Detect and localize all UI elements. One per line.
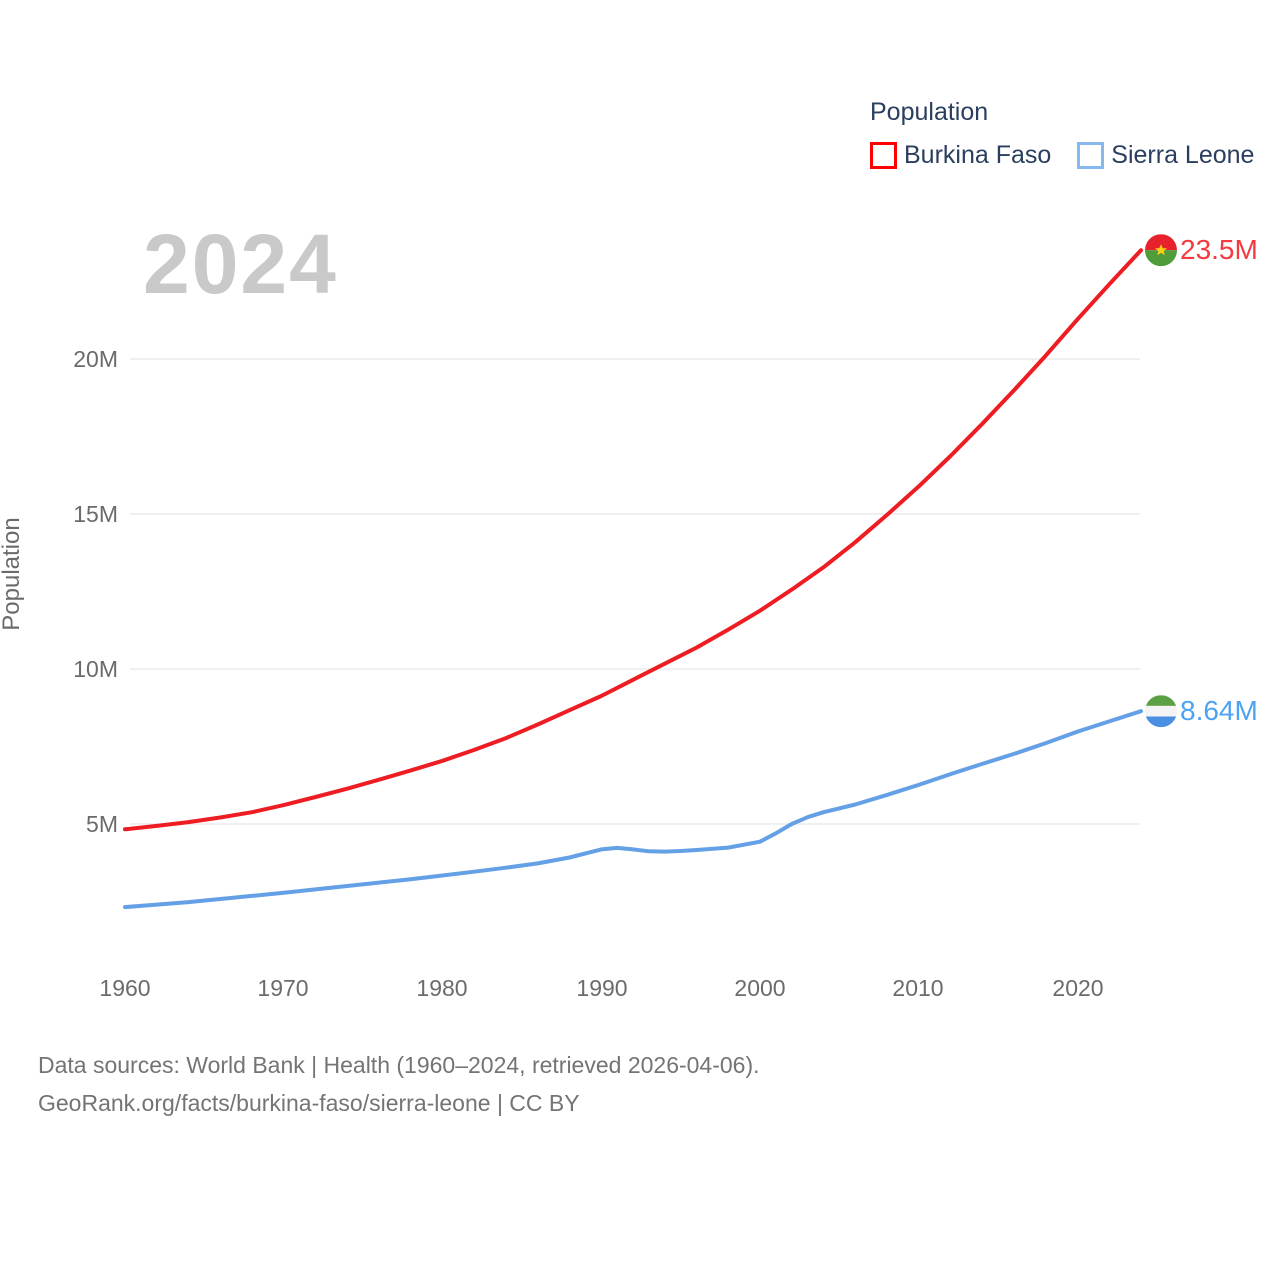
x-tick-2000: 2000	[734, 975, 786, 1001]
y-tick-20m: 20M	[73, 346, 118, 372]
legend-title: Population	[870, 98, 989, 126]
x-tick-2010: 2010	[892, 975, 944, 1001]
x-tick-1980: 1980	[416, 975, 468, 1001]
sierra-leone-flag-icon	[1144, 694, 1178, 729]
x-tick-1990: 1990	[576, 975, 628, 1001]
y-tick-10m: 10M	[73, 656, 118, 682]
sierra-leone-swatch-icon	[1077, 142, 1105, 169]
y-tick-15m: 15M	[73, 501, 118, 527]
series-line-burkina-faso[interactable]	[123, 248, 1143, 832]
legend-items: Burkina Faso Sierra Leone	[870, 141, 1254, 170]
end-label-sierra-leone: 8.64M	[1180, 695, 1258, 727]
x-tick-1970: 1970	[257, 975, 309, 1001]
series-line-sierra-leone[interactable]	[123, 709, 1143, 910]
footer-sources: Data sources: World Bank | Health (1960–…	[38, 1052, 760, 1078]
burkina-faso-flag-icon	[1144, 233, 1178, 268]
footer-attribution: GeoRank.org/facts/burkina-faso/sierra-le…	[38, 1090, 580, 1116]
x-tick-1960: 1960	[99, 975, 151, 1001]
footer: Data sources: World Bank | Health (1960–…	[38, 1046, 760, 1122]
x-tick-2020: 2020	[1052, 975, 1104, 1001]
end-label-burkina-faso: 23.5M	[1180, 234, 1258, 266]
gridlines	[130, 358, 1140, 825]
watermark-year: 2024	[143, 217, 338, 311]
burkina-faso-swatch-icon	[870, 142, 897, 169]
legend: Population Burkina Faso Sierra Leone	[870, 98, 1254, 170]
legend-label-burkina-faso: Burkina Faso	[904, 141, 1052, 169]
legend-item-sierra-leone[interactable]: Sierra Leone	[1077, 141, 1254, 170]
y-tick-5m: 5M	[86, 811, 118, 837]
legend-label-sierra-leone: Sierra Leone	[1111, 141, 1255, 169]
legend-item-burkina-faso[interactable]: Burkina Faso	[870, 141, 1051, 170]
